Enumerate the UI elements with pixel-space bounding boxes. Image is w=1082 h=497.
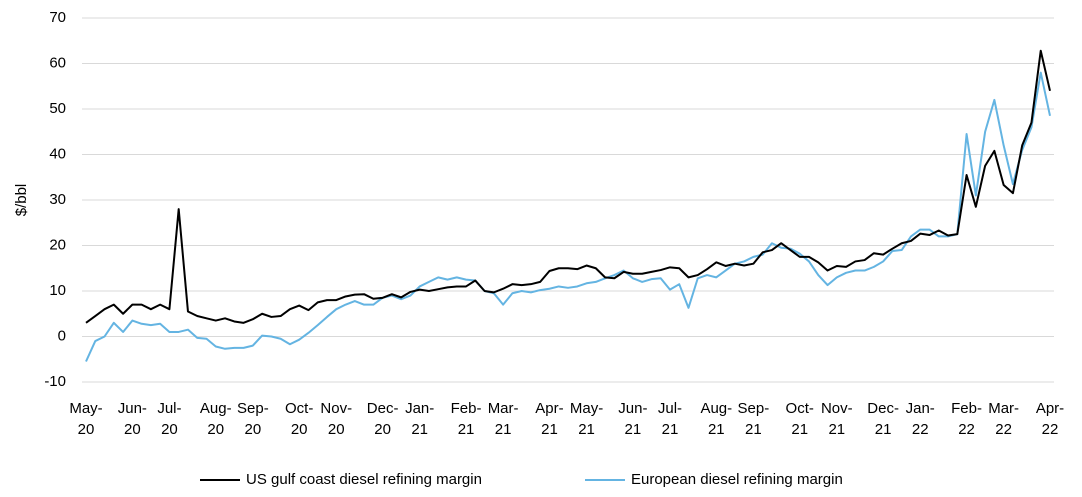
x-tick-label: Oct- 20 [285, 400, 314, 438]
x-tick-label: Oct- 21 [785, 400, 814, 438]
x-tick-label: Jul- 21 [657, 400, 683, 438]
y-tick-label: 70 [49, 9, 66, 26]
x-tick-label: Mar- 21 [487, 400, 519, 438]
x-tick-label: Dec- 20 [366, 400, 399, 438]
x-tick-label: Sep- 20 [237, 400, 269, 438]
series-line [85, 71, 1051, 362]
x-tick-label: Jan- 22 [905, 400, 935, 438]
y-tick-label: 10 [49, 282, 66, 299]
legend-label: European diesel refining margin [631, 471, 843, 488]
x-tick-label: Jul- 20 [157, 400, 182, 438]
y-axis-label: $/bbl [13, 184, 30, 217]
x-tick-label: Jan- 21 [405, 400, 435, 438]
y-tick-label: 30 [49, 191, 66, 208]
x-tick-label: Aug- 20 [199, 400, 232, 438]
y-tick-label: 0 [58, 327, 66, 344]
y-tick-label: -10 [44, 373, 66, 390]
x-tick-label: Dec- 21 [867, 400, 899, 438]
x-tick-label: Aug- 21 [700, 400, 733, 438]
y-tick-label: 60 [49, 54, 66, 71]
legend-label: US gulf coast diesel refining margin [246, 471, 482, 488]
x-tick-label: Apr- 22 [1035, 400, 1065, 438]
series-line [85, 49, 1051, 324]
x-tick-label: Jun- 21 [618, 400, 648, 438]
y-tick-label: 20 [49, 236, 66, 253]
x-tick-label: Feb- 22 [951, 400, 982, 438]
x-tick-label: May- 21 [569, 400, 604, 438]
x-tick-label: Nov- 21 [820, 400, 853, 438]
x-tick-label: Sep- 21 [737, 400, 770, 438]
y-tick-label: 40 [49, 145, 66, 162]
x-tick-label: Feb- 21 [450, 400, 482, 438]
x-tick-label: May- 20 [69, 400, 103, 438]
x-tick-label: Jun- 20 [117, 400, 147, 438]
y-tick-label: 50 [49, 100, 66, 117]
x-tick-label: Apr- 21 [535, 400, 564, 438]
x-tick-label: Nov- 20 [320, 400, 353, 438]
x-tick-label: Mar- 22 [988, 400, 1020, 438]
